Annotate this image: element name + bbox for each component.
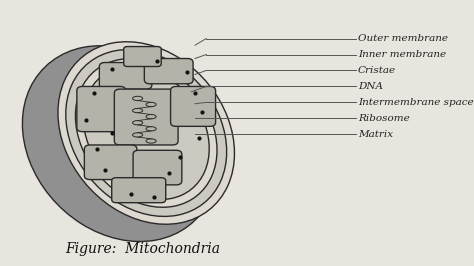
FancyBboxPatch shape (133, 150, 182, 185)
Text: Figure:  Mitochondria: Figure: Mitochondria (65, 242, 220, 256)
FancyBboxPatch shape (145, 59, 193, 84)
Ellipse shape (75, 59, 217, 207)
FancyBboxPatch shape (100, 63, 152, 89)
Text: Outer membrane: Outer membrane (358, 34, 448, 43)
Text: Inner membrane: Inner membrane (358, 50, 446, 59)
Text: Matrix: Matrix (358, 130, 393, 139)
Text: DNA: DNA (358, 82, 383, 91)
Text: Intermembrane space: Intermembrane space (358, 98, 474, 107)
Text: Ribosome: Ribosome (358, 114, 410, 123)
FancyBboxPatch shape (77, 86, 126, 132)
FancyBboxPatch shape (124, 47, 161, 66)
Ellipse shape (58, 42, 235, 224)
FancyBboxPatch shape (171, 86, 216, 126)
Text: Cristae: Cristae (358, 66, 396, 75)
FancyBboxPatch shape (114, 89, 178, 145)
FancyBboxPatch shape (112, 178, 166, 203)
Ellipse shape (83, 66, 209, 200)
Ellipse shape (66, 49, 227, 217)
FancyBboxPatch shape (84, 145, 137, 180)
Ellipse shape (22, 46, 218, 242)
